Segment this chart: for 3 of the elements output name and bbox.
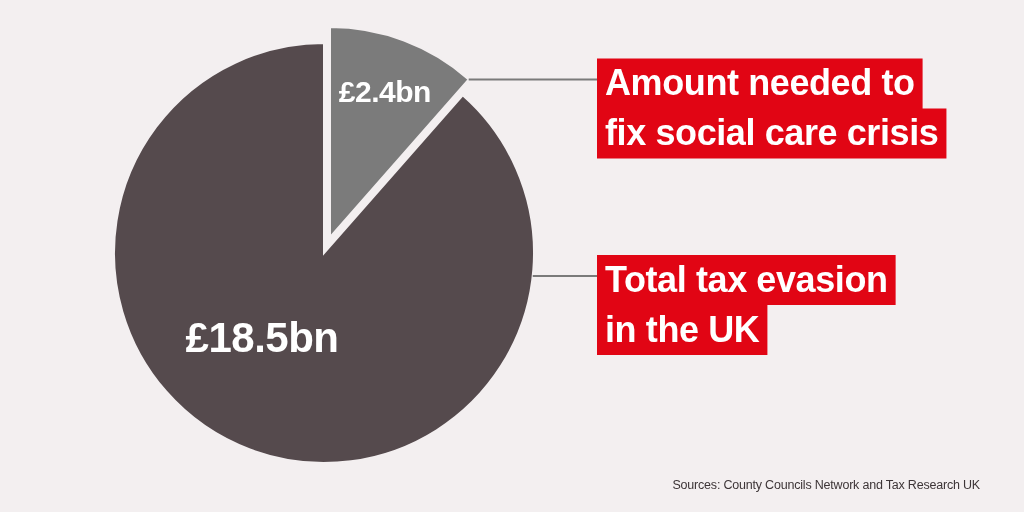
source-note: Sources: County Councils Network and Tax Research UK — [672, 478, 981, 492]
data-label: £2.4bn — [338, 75, 431, 109]
data-label: £18.5bn — [185, 314, 339, 362]
